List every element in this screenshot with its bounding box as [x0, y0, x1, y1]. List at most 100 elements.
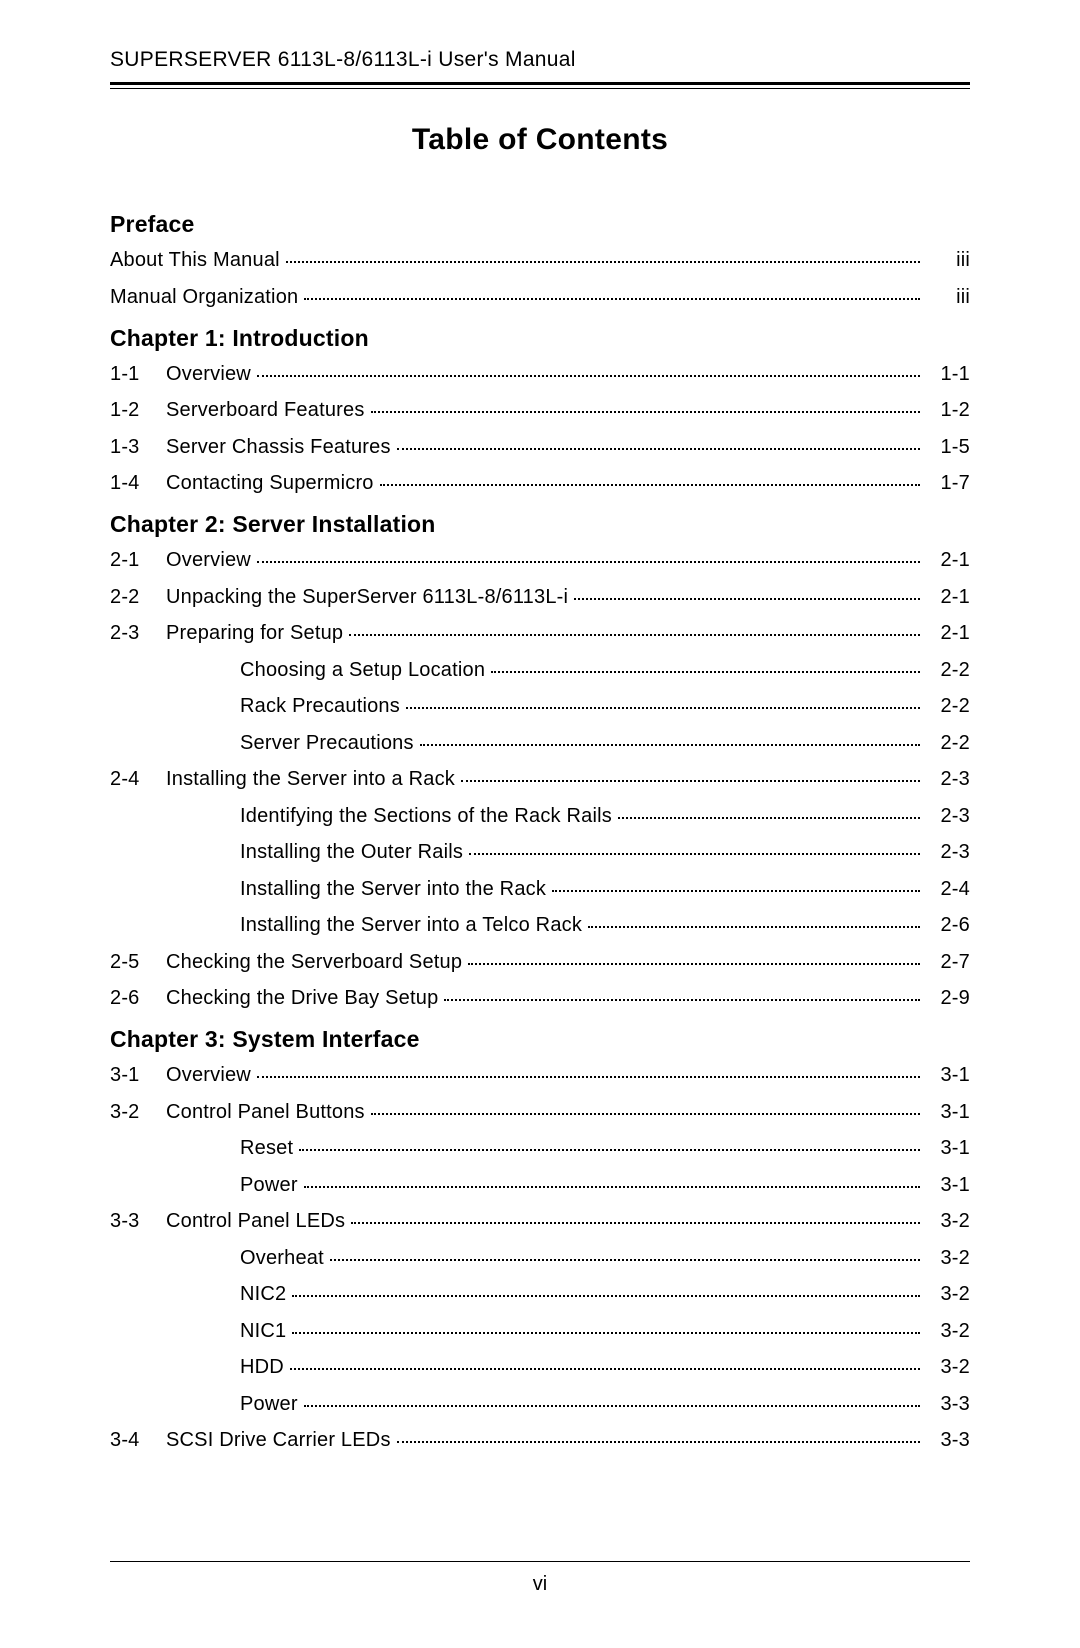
- toc-entry-number: 2-3: [110, 623, 166, 643]
- toc-entry-page: 3-1: [926, 1175, 970, 1195]
- toc-entry: 1-3Server Chassis Features 1-5: [110, 437, 970, 457]
- toc-entry: Choosing a Setup Location 2-2: [110, 660, 970, 680]
- toc-entry: 3-1Overview3-1: [110, 1065, 970, 1085]
- toc-leader-dots: [491, 671, 920, 673]
- toc-entry-page: 2-3: [926, 842, 970, 862]
- toc-entry-label: Contacting Supermicro: [166, 473, 374, 493]
- toc-entry-label: Identifying the Sections of the Rack Rai…: [240, 806, 612, 826]
- toc-entry-page: 2-2: [926, 696, 970, 716]
- toc-entry: 2-1Overview2-1: [110, 550, 970, 570]
- toc-entry: Server Precautions2-2: [110, 733, 970, 753]
- toc-leader-dots: [371, 1113, 920, 1115]
- toc-entry-page: 2-7: [926, 952, 970, 972]
- toc-entry: 2-3Preparing for Setup2-1: [110, 623, 970, 643]
- toc-entry-label: HDD: [240, 1357, 284, 1377]
- toc-entry-label: Preparing for Setup: [166, 623, 343, 643]
- toc-entry-label: Rack Precautions: [240, 696, 400, 716]
- toc-entry-page: 2-4: [926, 879, 970, 899]
- toc-entry-page: 3-2: [926, 1284, 970, 1304]
- toc-leader-dots: [330, 1259, 920, 1261]
- toc-entry: Installing the Outer Rails2-3: [110, 842, 970, 862]
- section-heading: Preface: [110, 211, 970, 238]
- toc-entry-page: 3-3: [926, 1430, 970, 1450]
- toc-entry-label: Power: [240, 1175, 298, 1195]
- toc-entry: Power 3-1: [110, 1175, 970, 1195]
- toc-leader-dots: [468, 963, 920, 965]
- toc-entry-label: Installing the Server into a Telco Rack: [240, 915, 582, 935]
- toc-entry: HDD3-2: [110, 1357, 970, 1377]
- toc-entry-label: Power: [240, 1394, 298, 1414]
- toc-leader-dots: [351, 1222, 920, 1224]
- toc-entry-number: 1-1: [110, 364, 166, 384]
- toc-entry-label: Unpacking the SuperServer 6113L-8/6113L-…: [166, 587, 568, 607]
- toc-leader-dots: [349, 634, 920, 636]
- toc-entry-number: 3-2: [110, 1102, 166, 1122]
- toc-entry-number: 3-3: [110, 1211, 166, 1231]
- toc-entry: Rack Precautions 2-2: [110, 696, 970, 716]
- toc-entry-page: iii: [926, 250, 970, 270]
- toc-entry: Overheat 3-2: [110, 1248, 970, 1268]
- toc-entry-label: Checking the Drive Bay Setup: [166, 988, 438, 1008]
- toc-entry-label: Overview: [166, 364, 251, 384]
- toc-entry-label: Choosing a Setup Location: [240, 660, 485, 680]
- toc-leader-dots: [292, 1295, 920, 1297]
- toc-entry-label: Manual Organization: [110, 287, 298, 307]
- toc-entry-number: 1-2: [110, 400, 166, 420]
- toc-leader-dots: [397, 1441, 920, 1443]
- toc-leader-dots: [444, 999, 920, 1001]
- toc-entry-number: 1-4: [110, 473, 166, 493]
- toc-entry-page: 2-9: [926, 988, 970, 1008]
- toc-entry-page: 2-2: [926, 660, 970, 680]
- toc-leader-dots: [290, 1368, 920, 1370]
- toc-leader-dots: [286, 261, 920, 263]
- header-rule: [110, 82, 970, 89]
- toc-entry: 1-4Contacting Supermicro1-7: [110, 473, 970, 493]
- toc-entry: About This Manual iii: [110, 250, 970, 270]
- toc-entry-label: Overheat: [240, 1248, 324, 1268]
- toc-entry-label: Overview: [166, 550, 251, 570]
- toc-entry: NIC13-2: [110, 1321, 970, 1341]
- toc-entry-label: NIC2: [240, 1284, 286, 1304]
- toc-entry-label: About This Manual: [110, 250, 280, 270]
- toc-entry-number: 3-1: [110, 1065, 166, 1085]
- toc-entry: 1-2Serverboard Features1-2: [110, 400, 970, 420]
- toc-entry-page: 2-6: [926, 915, 970, 935]
- toc-entry-number: 2-6: [110, 988, 166, 1008]
- toc-entry-page: 2-2: [926, 733, 970, 753]
- toc-entry: 2-4Installing the Server into a Rack2-3: [110, 769, 970, 789]
- toc-entry-page: 2-1: [926, 587, 970, 607]
- toc-entry-number: 2-1: [110, 550, 166, 570]
- toc-entry-number: 3-4: [110, 1430, 166, 1450]
- toc-entry: 3-3Control Panel LEDs3-2: [110, 1211, 970, 1231]
- toc-leader-dots: [552, 890, 920, 892]
- toc-entry-label: NIC1: [240, 1321, 286, 1341]
- toc-entry-label: Reset: [240, 1138, 293, 1158]
- toc-leader-dots: [469, 853, 920, 855]
- toc-entry: NIC2 3-2: [110, 1284, 970, 1304]
- toc-leader-dots: [299, 1149, 920, 1151]
- toc-entry-page: 1-5: [926, 437, 970, 457]
- toc-entry: 3-2Control Panel Buttons3-1: [110, 1102, 970, 1122]
- toc-leader-dots: [292, 1332, 920, 1334]
- toc-entry-label: Installing the Server into the Rack: [240, 879, 546, 899]
- toc-entry-page: 3-2: [926, 1248, 970, 1268]
- section-heading: Chapter 2: Server Installation: [110, 511, 970, 538]
- toc-leader-dots: [574, 598, 920, 600]
- toc-leader-dots: [304, 298, 920, 300]
- toc-entry: Reset3-1: [110, 1138, 970, 1158]
- toc-entry-number: 2-4: [110, 769, 166, 789]
- toc-leader-dots: [380, 484, 920, 486]
- toc-entry-label: Server Chassis Features: [166, 437, 391, 457]
- toc-entry-page: 2-3: [926, 806, 970, 826]
- running-header: SUPERSERVER 6113L-8/6113L-i User's Manua…: [110, 48, 970, 82]
- toc-entry: 2-5Checking the Serverboard Setup2-7: [110, 952, 970, 972]
- toc-entry: 2-6Checking the Drive Bay Setup 2-9: [110, 988, 970, 1008]
- toc-leader-dots: [420, 744, 920, 746]
- toc-entry-number: 2-2: [110, 587, 166, 607]
- toc-entry-number: 1-3: [110, 437, 166, 457]
- toc-leader-dots: [304, 1186, 920, 1188]
- toc-entry: Manual Organizationiii: [110, 287, 970, 307]
- toc-entry: 2-2Unpacking the SuperServer 6113L-8/611…: [110, 587, 970, 607]
- toc-entry: 1-1Overview1-1: [110, 364, 970, 384]
- toc-entry: Power3-3: [110, 1394, 970, 1414]
